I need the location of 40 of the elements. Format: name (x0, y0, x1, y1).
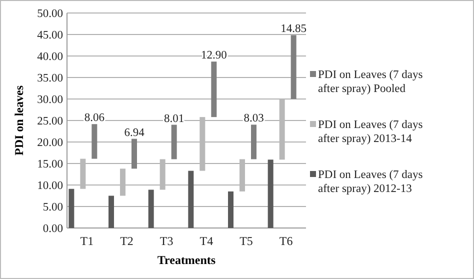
bar (132, 138, 137, 169)
y-tick-label: 0.00 (42, 223, 64, 235)
x-axis-title: Treatments (157, 253, 216, 267)
legend-label: PDI on Leaves (7 days after spray) 2013-14 (318, 119, 424, 145)
bar (92, 124, 98, 159)
legend-label: PDI on Leaves (7 days after spray) Pooled (318, 69, 424, 95)
bar (211, 62, 217, 118)
data-label: 8.01 (164, 112, 184, 125)
data-label: 8.03 (244, 112, 264, 125)
y-tick-label: 10.00 (37, 180, 64, 192)
x-tick-label: T2 (120, 234, 134, 248)
bar (228, 191, 234, 228)
bar (68, 188, 74, 228)
bar (290, 35, 296, 99)
legend-label: PDI on Leaves (7 days after spray) 2012-13 (318, 169, 424, 195)
y-tick-label: 40.00 (37, 51, 64, 63)
data-label: 6.94 (124, 126, 145, 139)
x-tick-label: T3 (160, 234, 174, 248)
bar (251, 124, 256, 160)
y-tick-label: 15.00 (37, 158, 64, 170)
bar (148, 190, 154, 228)
y-tick-label: 30.00 (37, 94, 64, 106)
y-tick-label: 5.00 (42, 202, 64, 214)
bar (108, 196, 114, 228)
x-tick-label: T5 (240, 234, 253, 248)
y-tick-label: 45.00 (37, 30, 64, 42)
y-tick-label: 20.00 (37, 137, 64, 149)
y-axis-title: PDI on leaves (12, 85, 26, 156)
bar (188, 170, 194, 228)
y-tick-label: 35.00 (37, 72, 64, 84)
bar (268, 160, 274, 228)
data-label: 12.90 (200, 50, 228, 62)
x-tick-label: T1 (80, 234, 94, 248)
data-label: 14.85 (280, 23, 307, 36)
y-tick-label: 25.00 (37, 116, 64, 128)
x-tick-label: T6 (279, 234, 293, 248)
data-label: 8.06 (84, 112, 105, 124)
bar (171, 124, 177, 160)
x-tick-label: T4 (200, 234, 214, 248)
y-tick-label: 50.00 (37, 8, 64, 20)
